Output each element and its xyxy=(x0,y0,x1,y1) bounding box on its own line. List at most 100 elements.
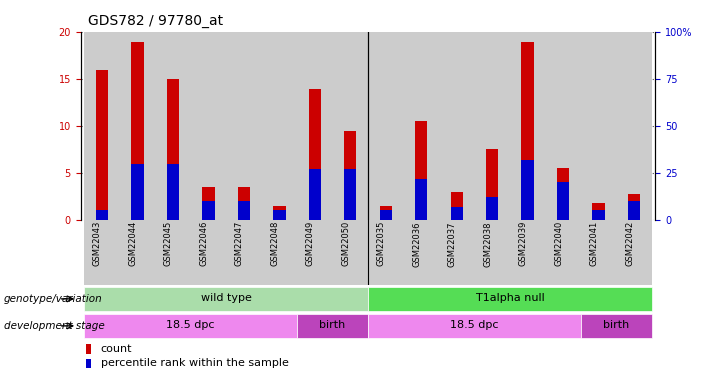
Bar xyxy=(226,32,261,220)
Bar xyxy=(238,201,250,220)
Bar xyxy=(379,206,392,220)
Bar xyxy=(96,70,108,220)
Bar xyxy=(202,201,215,220)
Bar xyxy=(439,32,475,220)
Bar xyxy=(238,201,250,220)
Bar xyxy=(86,358,91,368)
Bar xyxy=(581,314,652,338)
Bar xyxy=(238,187,250,220)
Bar xyxy=(545,32,581,220)
Text: GSM22049: GSM22049 xyxy=(306,221,315,266)
Bar xyxy=(202,201,215,220)
Bar xyxy=(261,220,297,285)
Text: GSM22046: GSM22046 xyxy=(199,221,208,266)
Bar xyxy=(167,79,179,220)
Bar xyxy=(96,210,108,220)
Bar xyxy=(308,88,321,220)
Bar xyxy=(131,42,144,220)
Bar xyxy=(379,206,392,220)
Bar xyxy=(332,32,368,220)
Bar xyxy=(202,187,215,220)
Bar xyxy=(486,149,498,220)
Bar xyxy=(202,187,215,220)
Text: T1alpha null: T1alpha null xyxy=(475,293,545,303)
Bar xyxy=(308,88,321,220)
Bar xyxy=(297,314,368,338)
Bar xyxy=(592,210,605,220)
Bar xyxy=(451,192,463,220)
Text: genotype/variation: genotype/variation xyxy=(4,294,102,304)
Bar xyxy=(522,42,534,220)
Bar xyxy=(96,70,108,220)
Text: birth: birth xyxy=(320,320,346,330)
Text: GSM22036: GSM22036 xyxy=(412,221,421,267)
Text: GDS782 / 97780_at: GDS782 / 97780_at xyxy=(88,15,223,28)
Bar xyxy=(84,32,120,220)
Bar xyxy=(155,32,191,220)
Bar xyxy=(522,160,534,220)
Bar xyxy=(84,220,120,285)
Bar xyxy=(332,220,368,285)
Bar xyxy=(167,79,179,220)
Bar xyxy=(226,220,261,285)
Text: birth: birth xyxy=(604,320,629,330)
Bar xyxy=(86,344,91,354)
Bar xyxy=(404,32,439,220)
Bar xyxy=(273,210,285,220)
Bar xyxy=(522,42,534,220)
Text: count: count xyxy=(101,344,132,354)
Bar xyxy=(415,122,428,220)
Bar xyxy=(273,206,285,220)
Bar xyxy=(344,169,357,220)
Bar xyxy=(557,182,569,220)
Bar xyxy=(581,32,616,220)
Bar xyxy=(344,131,357,220)
Text: GSM22043: GSM22043 xyxy=(93,221,102,266)
Text: GSM22048: GSM22048 xyxy=(271,221,279,266)
Bar xyxy=(131,164,144,220)
Bar xyxy=(344,131,357,220)
Bar xyxy=(191,32,226,220)
Bar xyxy=(557,168,569,220)
Text: GSM22039: GSM22039 xyxy=(519,221,528,266)
Bar xyxy=(510,32,545,220)
Bar xyxy=(592,203,605,220)
Bar xyxy=(344,169,357,220)
Bar xyxy=(557,182,569,220)
Text: GSM22045: GSM22045 xyxy=(164,221,173,266)
Text: percentile rank within the sample: percentile rank within the sample xyxy=(101,358,289,368)
Text: development stage: development stage xyxy=(4,321,104,331)
Bar xyxy=(379,210,392,220)
Bar xyxy=(616,32,652,220)
Bar xyxy=(451,207,463,220)
Bar xyxy=(191,220,226,285)
Bar xyxy=(592,203,605,220)
Bar xyxy=(96,210,108,220)
Bar xyxy=(120,220,155,285)
Bar xyxy=(557,168,569,220)
Bar xyxy=(522,160,534,220)
Text: GSM22035: GSM22035 xyxy=(376,221,386,266)
Bar xyxy=(167,164,179,220)
Bar xyxy=(273,206,285,220)
Bar xyxy=(308,169,321,220)
Bar xyxy=(415,178,428,220)
Bar xyxy=(368,287,652,311)
Bar xyxy=(131,164,144,220)
Bar xyxy=(155,220,191,285)
Text: GSM22037: GSM22037 xyxy=(448,221,457,267)
Bar xyxy=(84,287,368,311)
Bar xyxy=(486,149,498,220)
Bar xyxy=(592,210,605,220)
Bar xyxy=(379,210,392,220)
Text: GSM22050: GSM22050 xyxy=(341,221,350,266)
Bar xyxy=(297,220,332,285)
Text: wild type: wild type xyxy=(200,293,252,303)
Text: GSM22042: GSM22042 xyxy=(625,221,634,266)
Text: GSM22047: GSM22047 xyxy=(235,221,244,266)
Bar xyxy=(486,197,498,220)
Bar xyxy=(120,32,155,220)
Text: GSM22041: GSM22041 xyxy=(590,221,599,266)
Bar xyxy=(415,122,428,220)
Bar xyxy=(131,42,144,220)
